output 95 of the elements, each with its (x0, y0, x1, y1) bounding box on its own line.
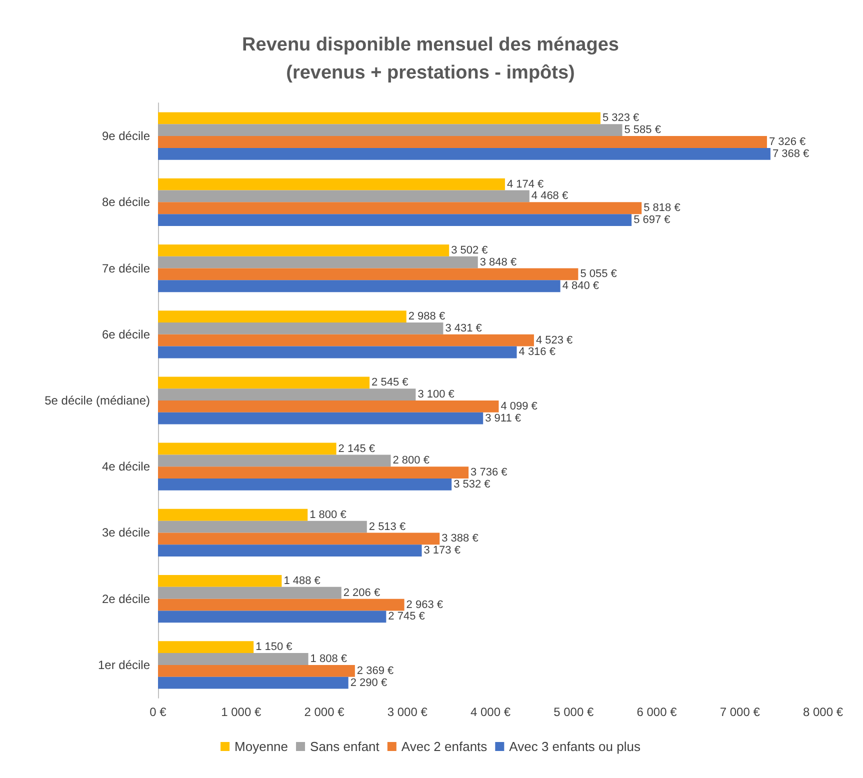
data-label: 2 800 € (392, 454, 430, 467)
y-tick-label: 2e décile (102, 592, 150, 606)
bar (158, 544, 422, 557)
data-label: 5 055 € (580, 268, 617, 280)
data-label: 2 145 € (338, 442, 376, 455)
data-label: 5 323 € (602, 112, 640, 124)
x-tick-label: 8 000 € (802, 705, 844, 719)
bar (158, 454, 391, 467)
legend-label: Avec 2 enfants (401, 739, 488, 754)
data-label: 5 585 € (624, 124, 661, 136)
bar (158, 653, 308, 665)
data-label: 3 388 € (442, 532, 478, 545)
bar (158, 334, 534, 346)
data-label: 2 988 € (408, 310, 446, 323)
data-label: 2 545 € (372, 376, 408, 389)
bar (158, 388, 416, 400)
data-label: 4 468 € (531, 190, 568, 202)
bar (158, 310, 406, 322)
bar (158, 641, 254, 654)
y-tick-label: 3e décile (102, 526, 150, 540)
data-label: 3 532 € (454, 478, 490, 490)
y-tick-label: 8e décile (102, 195, 150, 210)
bar (158, 610, 386, 623)
data-label: 7 368 € (772, 148, 810, 160)
legend-label: Avec 3 enfants ou plus (509, 739, 641, 754)
bar (158, 442, 336, 455)
data-label: 3 431 € (445, 322, 482, 334)
data-label: 2 963 € (406, 598, 444, 611)
bar (158, 202, 642, 214)
x-tick-label: 4 000 € (470, 705, 511, 719)
data-label: 3 911 € (485, 412, 521, 424)
bar (158, 148, 770, 160)
legend-label: Sans enfant (310, 739, 380, 754)
data-label: 3 736 € (470, 466, 508, 479)
data-label: 3 848 € (480, 256, 517, 268)
data-label: 1 488 € (284, 574, 320, 587)
x-tick-label: 1 000 € (221, 705, 262, 719)
data-label: 4 523 € (536, 334, 573, 346)
bar (158, 244, 450, 256)
bar (158, 412, 484, 424)
bar (158, 400, 499, 412)
legend-label: Moyenne (234, 739, 288, 754)
data-label: 1 150 € (256, 641, 292, 654)
data-label: 1 800 € (310, 508, 346, 521)
data-label: 7 326 € (768, 136, 806, 148)
data-label: 5 818 € (644, 202, 680, 214)
y-tick-label: 9e décile (102, 129, 150, 144)
x-tick-label: 2 000 € (304, 705, 345, 719)
data-label: 3 100 € (418, 388, 454, 401)
bar (158, 214, 632, 226)
bar (158, 112, 600, 124)
bar (158, 586, 342, 599)
bar (158, 124, 622, 136)
y-tick-label: 6e décile (102, 327, 150, 342)
bar (158, 178, 505, 190)
bar (158, 190, 530, 202)
data-label: 2 513 € (368, 520, 406, 533)
bar (158, 478, 452, 490)
data-label: 3 173 € (424, 544, 460, 557)
bar (158, 676, 348, 689)
data-label: 4 174 € (506, 178, 544, 190)
bar (158, 256, 478, 268)
data-label: 2 206 € (343, 586, 380, 599)
data-label: 3 502 € (451, 244, 488, 256)
data-label: 4 099 € (500, 400, 538, 412)
y-tick-label: 5e décile (médiane) (44, 394, 150, 408)
bar (158, 322, 444, 334)
bar (158, 598, 404, 611)
bar (158, 136, 767, 148)
bar (158, 532, 440, 545)
bar (158, 466, 469, 479)
data-label: 2 290 € (350, 676, 388, 689)
data-label: 4 840 € (562, 280, 600, 292)
data-label: 4 316 € (518, 346, 556, 358)
data-label: 2 369 € (356, 664, 394, 677)
bar (158, 280, 560, 292)
x-tick-label: 3 000 € (387, 705, 428, 719)
chart-title: Revenu disponible mensuel des ménages (revenus + prestations - impôts) (242, 34, 619, 84)
y-tick-label: 7e décile (102, 261, 150, 276)
bar (158, 376, 370, 389)
bar (158, 520, 367, 533)
x-tick-label: 0 € (150, 705, 167, 719)
bar (158, 664, 355, 677)
x-tick-label: 7 000 € (720, 705, 760, 719)
x-tick-label: 6 000 € (636, 705, 678, 719)
data-label: 2 745 € (388, 610, 425, 623)
data-label: 5 697 € (634, 214, 670, 226)
x-tick-label: 5 000 € (554, 705, 594, 719)
data-label: 1 808 € (310, 652, 347, 665)
bar (158, 508, 308, 521)
bar (158, 575, 282, 587)
y-tick-label: 4e décile (102, 460, 150, 474)
bar (158, 346, 517, 358)
y-tick-label: 1er décile (98, 658, 150, 672)
bar (158, 268, 578, 280)
